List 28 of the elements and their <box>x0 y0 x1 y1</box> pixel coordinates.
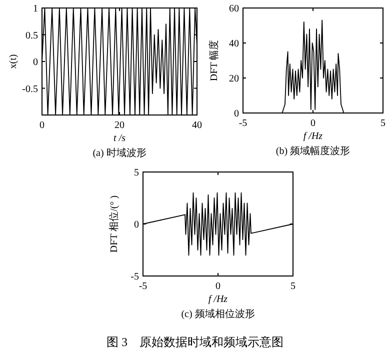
y-tick-label: 20 <box>229 74 239 84</box>
text: (b) 频域幅度波形 <box>276 145 350 157</box>
y-tick-label: 0 <box>234 108 239 120</box>
text: (c) 频域相位波形 <box>181 308 255 320</box>
x-axis-title: t /s <box>114 133 126 144</box>
y-tick-label: 0.5 <box>26 30 38 42</box>
x-tick-label: 40 <box>192 120 202 131</box>
text: (a) 时域波形 <box>92 147 146 159</box>
y-tick-label: 40 <box>229 38 239 50</box>
y-axis-title: DFT 相位/(° ) <box>108 195 120 253</box>
y-axis-title: x(t) <box>8 54 19 69</box>
x-tick-label: 0 <box>310 118 316 129</box>
y-tick-label: 1 <box>33 4 38 14</box>
y-tick-label: -0.5 <box>22 84 38 95</box>
y-tick-label: 60 <box>229 4 239 14</box>
x-tick-label: -5 <box>238 118 248 129</box>
y-tick-label: 5 <box>134 168 139 178</box>
y-tick-label: 0 <box>134 220 139 230</box>
x-axis-title: f /Hz <box>208 294 228 305</box>
y-axis-title: DFT 幅度 <box>208 40 220 82</box>
y-tick-label: -5 <box>130 272 139 282</box>
x-tick-label: 5 <box>380 118 386 129</box>
x-axis-title: f /Hz <box>303 131 323 142</box>
x-tick-label: 5 <box>290 281 296 292</box>
x-tick-label: 20 <box>114 120 124 131</box>
caption: 图 3 原始数据时域和频域示意图 <box>106 335 284 349</box>
x-tick-label: 0 <box>216 281 220 292</box>
y-tick-label: 0 <box>33 57 38 68</box>
